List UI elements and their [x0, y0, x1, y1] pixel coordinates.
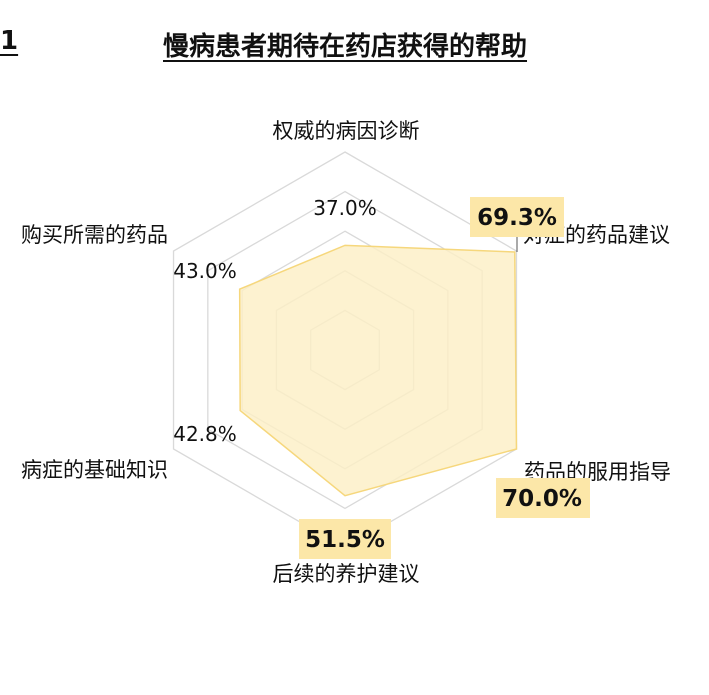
chart-title: 慢病患者期待在药店获得的帮助 [163, 32, 528, 62]
axis-label: 权威的病因诊断 [273, 119, 420, 143]
data-label: 43.0% [173, 259, 237, 283]
axis-label: 后续的养护建议 [273, 562, 420, 586]
axis-label: 购买所需的药品 [21, 223, 168, 247]
data-label: 70.0% [502, 486, 582, 512]
data-label: 51.5% [305, 527, 385, 553]
value-label-highlight [496, 478, 590, 518]
data-label: 69.3% [477, 205, 557, 231]
figure-number: 1 [0, 26, 19, 56]
axis-label: 病症的基础知识 [21, 458, 168, 482]
data-label: 37.0% [313, 196, 377, 220]
data-label: 42.8% [173, 422, 237, 446]
radar-labels: 权威的病因诊断对症的药品建议药品的服用指导后续的养护建议病症的基础知识购买所需的… [21, 119, 671, 586]
value-label-highlight [299, 519, 391, 559]
series-area [238, 244, 518, 497]
value-label-highlight [470, 197, 564, 237]
radar-series [238, 232, 518, 497]
